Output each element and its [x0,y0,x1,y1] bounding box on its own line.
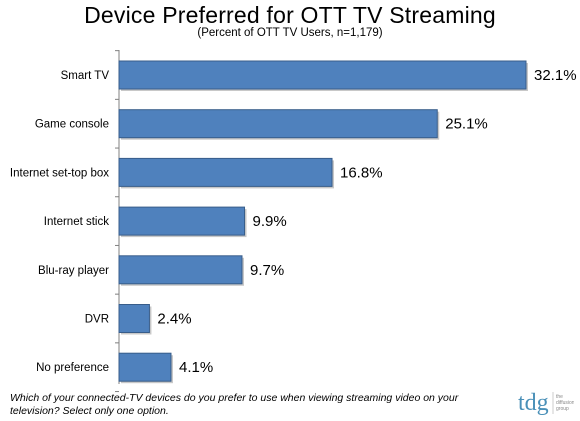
tdg-logo: tdg the diffusion group [518,390,574,416]
value-label: 9.7% [250,262,284,279]
category-label: Blu-ray player [38,265,109,277]
value-label: 25.1% [445,116,488,133]
value-label: 4.1% [179,359,213,376]
value-label: 16.8% [340,164,383,181]
bar [118,109,438,139]
category-label: Smart TV [61,70,110,82]
logo-tagline-1: the [556,394,563,400]
logo-tagline-3: group [556,406,569,412]
category-label: No preference [36,362,109,374]
chart-subtitle: (Percent of OTT TV Users, n=1,179) [197,27,383,39]
category-label: Game console [35,119,109,131]
value-label: 32.1% [534,67,577,84]
category-label: Internet stick [44,216,109,228]
category-label: Internet set-top box [10,167,109,179]
bar [118,157,333,187]
value-label: 9.9% [253,213,287,230]
survey-question-footnote: Which of your connected-TV devices do yo… [10,392,459,417]
bar [118,304,150,333]
bar [118,206,246,236]
category-label: DVR [85,314,109,326]
logo-tagline-2: diffusion [556,400,574,406]
bar [118,352,172,382]
chart-title: Device Preferred for OTT TV Streaming [84,2,496,28]
value-label: 2.4% [157,311,191,328]
logo-text: tdg [518,390,549,416]
bar [118,60,527,90]
bar [118,255,243,285]
